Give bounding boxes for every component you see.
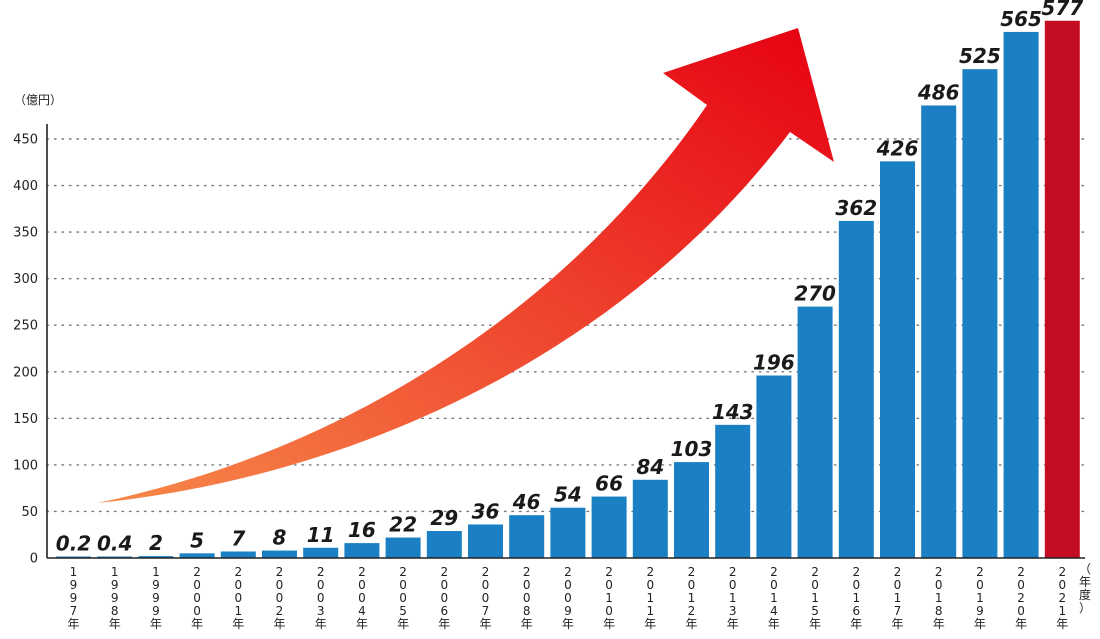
bar-2021年 (1044, 20, 1080, 558)
y-axis-unit: （億円） (14, 93, 62, 107)
bar-2011年 (632, 479, 668, 558)
bar-2020年 (1003, 31, 1039, 558)
x-axis-unit-text: （年度） (1079, 562, 1091, 615)
data-label: 103 (671, 437, 713, 461)
data-label: 196 (753, 351, 795, 375)
axes (46, 124, 1085, 559)
data-label: 54 (554, 483, 582, 507)
data-label: 16 (348, 518, 376, 542)
data-label: 8 (273, 526, 287, 550)
x-axis-unit: （年度） (1079, 562, 1091, 615)
data-label: 11 (307, 523, 335, 547)
bar-2010年 (591, 496, 627, 558)
data-label: 143 (712, 400, 754, 424)
bar-2012年 (674, 462, 709, 558)
data-label: 36 (472, 499, 500, 523)
data-label: 565 (1000, 7, 1042, 31)
y-tick-labels: 0 50 100 150 200 250 300 350 400 450 (13, 133, 38, 567)
data-label: 46 (512, 490, 541, 514)
y-tick-label: 400 (13, 179, 38, 194)
bar-2001年 (220, 551, 256, 558)
x-tick-labels: 1 9 9 7 年 1 9 9 8 年 1 9 9 9 年 2 0 0 0 年 2 0 0 1 年 2 0 0 2 年 2 0 0 3 年 2 0 0 4 年… (67, 565, 1068, 631)
y-tick-label: 300 (13, 272, 38, 287)
bar-2016年 (838, 220, 874, 558)
bar-2005年 (385, 537, 421, 558)
bar-2008年 (509, 515, 545, 558)
bar-2018年 (921, 105, 957, 558)
growth-arrow (97, 28, 834, 503)
data-label: 426 (876, 136, 919, 160)
data-label: 29 (430, 506, 458, 530)
bar-2017年 (880, 161, 915, 558)
data-label: 84 (636, 455, 664, 479)
bar-2002年 (262, 550, 297, 558)
y-tick-label: 250 (13, 319, 38, 334)
bar-2003年 (303, 547, 339, 558)
data-label: 525 (959, 44, 1001, 68)
data-labels: 0.2 0.4 2 5 7 8 11 16 22 29 36 46 54 66 84 103 143 196 270… (56, 0, 1083, 556)
bar-2000年 (179, 553, 215, 558)
data-label: 270 (794, 282, 836, 306)
bar-2014年 (756, 375, 792, 558)
y-tick-label: 350 (13, 226, 38, 241)
data-label: 362 (835, 196, 877, 220)
y-tick-label: 100 (13, 458, 38, 473)
data-label: 486 (917, 80, 960, 104)
growth-arrow-shape (97, 28, 834, 503)
data-label: 7 (231, 526, 245, 550)
y-tick-label: 0 (30, 552, 38, 567)
bar-2004年 (344, 543, 380, 558)
data-label: 0.2 (56, 532, 91, 556)
data-label: 577 (1041, 0, 1083, 20)
y-tick-label: 450 (13, 133, 38, 148)
bar-2013年 (715, 424, 751, 558)
y-tick-label: 150 (13, 412, 38, 427)
bar-2006年 (426, 530, 462, 558)
bars (56, 20, 1080, 559)
y-tick-label: 200 (13, 365, 38, 380)
y-tick-label: 50 (21, 505, 38, 520)
data-label: 5 (190, 528, 204, 552)
bar-2007年 (468, 524, 503, 558)
bar-2009年 (550, 507, 586, 558)
bar-1999年 (138, 556, 174, 558)
data-label: 66 (595, 472, 623, 496)
data-label: 2 (149, 531, 163, 555)
data-label: 0.4 (97, 532, 132, 556)
data-label: 22 (389, 513, 417, 537)
bar-2015年 (797, 306, 833, 558)
bar-2019年 (962, 69, 998, 559)
